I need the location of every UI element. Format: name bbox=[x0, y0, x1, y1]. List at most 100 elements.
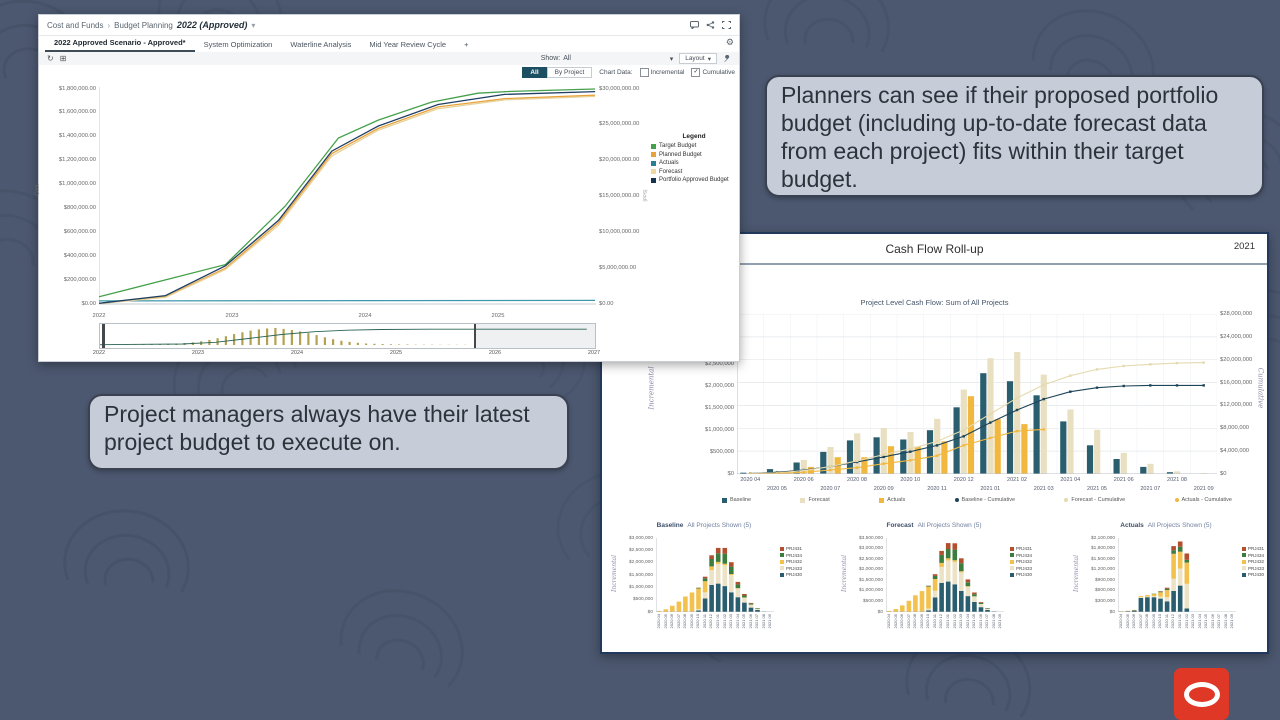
gear-icon[interactable]: ⚙ bbox=[725, 37, 734, 47]
axis-tick-label: 2021 09 bbox=[1229, 614, 1235, 629]
axis-tick-label: $0 bbox=[1109, 609, 1115, 615]
axis-tick-label: $600,000.00 bbox=[63, 228, 96, 235]
tab-1[interactable]: System Optimization bbox=[203, 40, 273, 49]
axis-tick-label: $10,000,000.00 bbox=[599, 228, 640, 235]
breadcrumb-item[interactable]: Budget Planning bbox=[114, 20, 173, 30]
legend-item: Forecast bbox=[651, 169, 737, 175]
axis-tick-label: $2,100,000 bbox=[1090, 535, 1115, 541]
breadcrumb-item[interactable]: Cost and Funds bbox=[47, 20, 104, 30]
scrubber-track[interactable] bbox=[99, 323, 596, 349]
axis-tick-label: 2021 02 bbox=[721, 614, 727, 629]
app2-titlebar: Cash Flow Roll-up 2021 bbox=[602, 234, 1267, 265]
axis-tick-label: 2020 06 bbox=[669, 614, 675, 629]
axis-tick-label: 2021 05 bbox=[1087, 486, 1107, 492]
axis-tick-label: $500,000 bbox=[709, 448, 734, 455]
incremental-axis-ticks: $0 $500,000 $1,000,000 $1,500,000 $2,000,000… bbox=[690, 314, 734, 478]
axis-tick-label: $2,000,000 bbox=[628, 560, 653, 566]
axis-tick-label: 2020 04 bbox=[886, 614, 891, 629]
axis-tick-label: $1,600,000.00 bbox=[58, 109, 96, 116]
refresh-icon[interactable]: ↻ bbox=[47, 54, 54, 63]
view-toggle-by-project[interactable]: By Project bbox=[546, 66, 593, 78]
axis-tick-label: 2020 10 bbox=[1157, 614, 1163, 629]
checkbox-incremental[interactable]: Incremental bbox=[639, 67, 684, 77]
expand-icon[interactable] bbox=[722, 21, 731, 29]
grid-icon[interactable]: ⊞ bbox=[59, 54, 67, 63]
axis-tick-label: 2020 11 bbox=[931, 614, 937, 629]
chart-legend: Legend Target Budget Planned Budget Actual… bbox=[651, 133, 737, 186]
legend-item: PRJ434 bbox=[780, 553, 802, 558]
legend-label: PRJ433 bbox=[1016, 565, 1033, 571]
axis-tick-label: $1,800,000.00 bbox=[58, 85, 96, 92]
legend-item: PRJ431 bbox=[780, 546, 802, 551]
axis-tick-label: 2020 09 bbox=[918, 614, 924, 629]
tab-0[interactable]: 2022 Approved Scenario - Approved* bbox=[45, 38, 195, 52]
legend-item: Target Budget bbox=[651, 143, 737, 149]
report-title: Cash Flow Roll-up bbox=[885, 242, 984, 256]
axis-tick-label: 2021 06 bbox=[977, 614, 983, 629]
scrubber-handle-right[interactable] bbox=[473, 324, 477, 348]
axis-tick-label: 2020 05 bbox=[767, 486, 787, 492]
view-toggle: All By Project bbox=[522, 66, 593, 78]
view-toggle-all[interactable]: All bbox=[522, 66, 547, 78]
month-axis-labels: 2020 04 2020 05 2020 06 2020 07 2020 08 2020 … bbox=[886, 614, 1006, 644]
small-chart-legend: PRJ431 PRJ434 PRJ432 PRJ433 PRJ430 bbox=[780, 546, 802, 579]
axis-tick-label: 2021 07 bbox=[984, 614, 990, 629]
legend-swatch bbox=[1010, 572, 1014, 577]
callout-planners: Planners can see if their proposed portf… bbox=[765, 75, 1264, 197]
axis-tick-label: 2020 05 bbox=[662, 614, 668, 629]
comment-icon[interactable] bbox=[690, 21, 699, 29]
small-chart-subtitle: All Projects Shown (5) bbox=[1147, 522, 1212, 529]
checkbox-cumulative[interactable]: ✓ Cumulative bbox=[691, 67, 735, 77]
add-tab-button[interactable]: + bbox=[464, 40, 469, 49]
axis-tick-label: $0.00 bbox=[81, 300, 96, 307]
month-axis-labels: 2020 04 2020 05 2020 06 2020 07 2020 08 2020 … bbox=[656, 614, 776, 644]
axis-tick-label: 2020 08 bbox=[1144, 614, 1150, 629]
legend-item: PRJ430 bbox=[1010, 572, 1032, 577]
legend-swatch bbox=[1242, 553, 1246, 557]
wrench-icon[interactable] bbox=[723, 54, 731, 63]
axis-tick-label: 2021 06 bbox=[1113, 477, 1134, 483]
chevron-down-icon: ▾ bbox=[669, 55, 674, 63]
legend-item: Actuals - Cumulative bbox=[1174, 497, 1232, 503]
axis-tick-label: 2020 07 bbox=[675, 614, 681, 629]
axis-tick-label: 2020 08 bbox=[682, 614, 688, 629]
axis-tick-label: 2024 bbox=[290, 350, 304, 356]
legend-item: PRJ430 bbox=[780, 572, 802, 577]
show-dropdown[interactable]: All ▾ bbox=[563, 55, 673, 63]
oracle-logo bbox=[1174, 668, 1229, 720]
checkbox-label: Cumulative bbox=[702, 68, 735, 76]
tab-2[interactable]: Waterline Analysis bbox=[290, 40, 352, 49]
legend-item: PRJ433 bbox=[780, 566, 802, 571]
legend-swatch bbox=[780, 553, 784, 557]
small-actuals-plot bbox=[1118, 538, 1236, 612]
axis-tick-label: 2021 06 bbox=[1209, 614, 1215, 629]
axis-tick-label: 2020 06 bbox=[1131, 614, 1137, 629]
title-caret-icon[interactable]: ▾ bbox=[251, 20, 256, 30]
scrubber-handle-left[interactable] bbox=[102, 324, 105, 348]
share-icon[interactable] bbox=[706, 21, 715, 29]
month-axis-labels: 2020 04 2020 05 2020 06 2020 07 2020 08 2020 … bbox=[1118, 614, 1238, 644]
legend-item: PRJ432 bbox=[780, 559, 802, 564]
timeline-scrubber: 2022 2023 2024 2025 2026 2027 bbox=[93, 323, 600, 357]
axis-tick-label: 2021 09 bbox=[1193, 486, 1214, 492]
legend-label: Forecast - Cumulative bbox=[1071, 497, 1126, 503]
axis-tick-label: $1,500,000 bbox=[1090, 556, 1115, 562]
axis-tick-label: $400,000.00 bbox=[63, 252, 96, 259]
legend-swatch bbox=[780, 566, 784, 570]
axis-tick-label: $3,500,000 bbox=[858, 535, 883, 541]
axis-tick-label: 2021 08 bbox=[990, 614, 996, 629]
tab-3[interactable]: Mid Year Review Cycle bbox=[369, 40, 447, 49]
axis-tick-label: $900,000 bbox=[1094, 577, 1115, 583]
show-value: All bbox=[563, 55, 571, 62]
small-chart-legend: PRJ431 PRJ434 PRJ432 PRJ433 PRJ430 bbox=[1010, 546, 1032, 579]
legend-swatch bbox=[800, 497, 806, 503]
legend-label: PRJ431 bbox=[1248, 546, 1265, 551]
layout-button[interactable]: Layout ▾ bbox=[679, 53, 717, 64]
axis-tick-label: 2020 11 bbox=[701, 614, 707, 629]
axis-tick-label: 2020 06 bbox=[793, 477, 814, 483]
legend-swatch bbox=[780, 572, 784, 577]
small-chart-name: Baseline bbox=[656, 522, 684, 529]
y-axis-label-left: Cost bbox=[34, 184, 41, 196]
axis-tick-label: 2020 05 bbox=[1124, 614, 1130, 629]
legend-swatch bbox=[1010, 553, 1014, 557]
